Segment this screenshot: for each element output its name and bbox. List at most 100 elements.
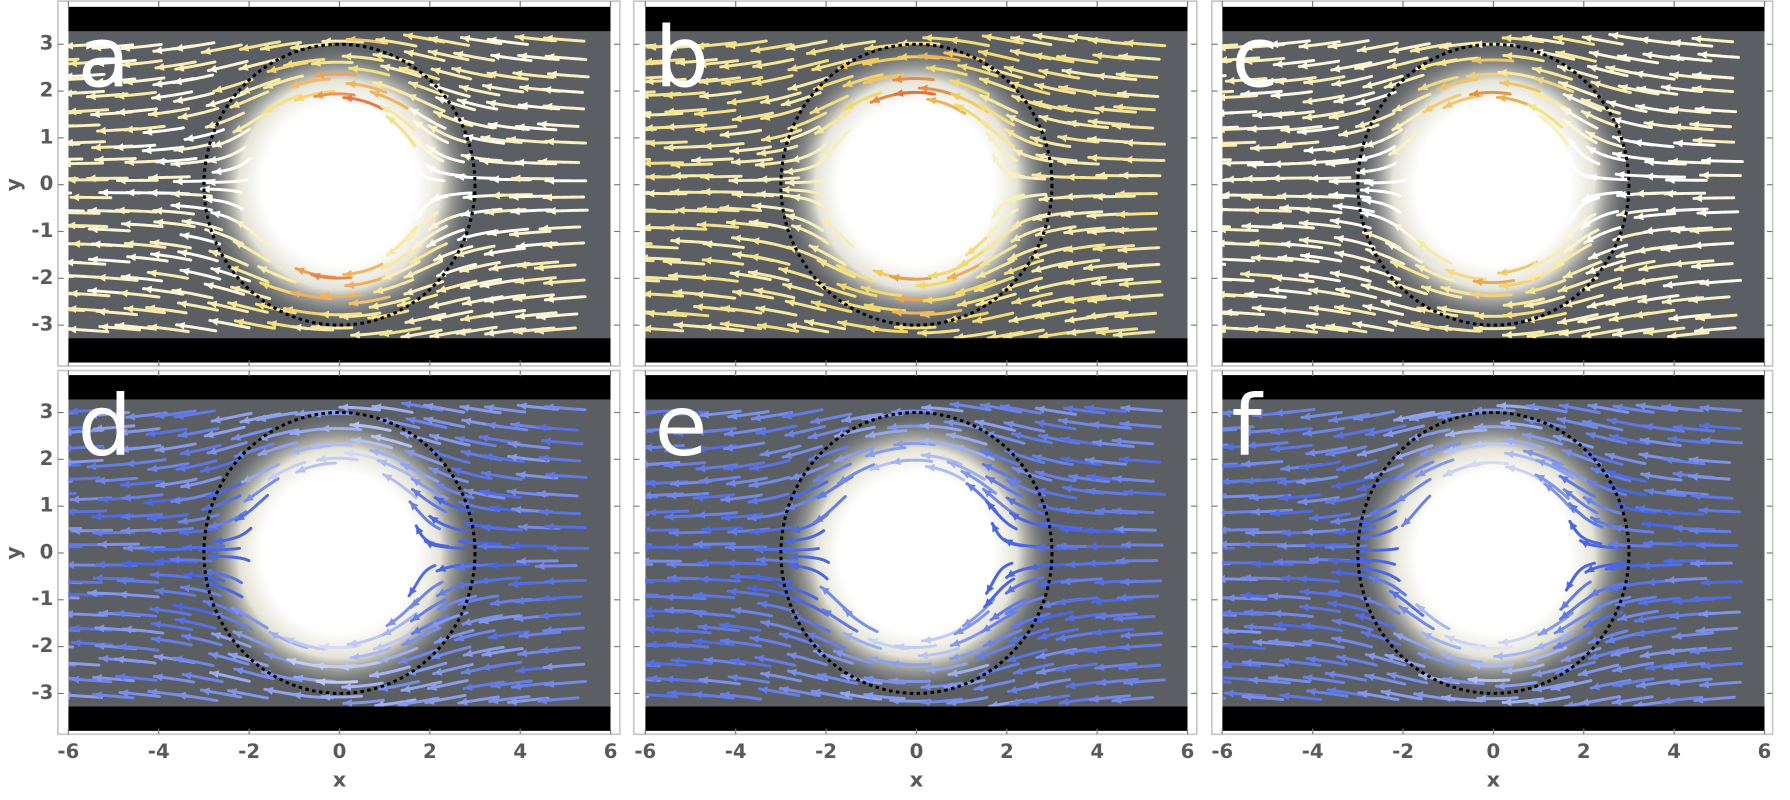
arrowhead (1298, 575, 1307, 584)
arrowhead (122, 273, 131, 282)
arrowhead (1533, 684, 1543, 693)
arrowhead (1121, 631, 1131, 640)
arrowhead (698, 623, 708, 632)
arrowhead (1269, 40, 1279, 49)
arrowhead (1030, 284, 1040, 293)
arrowhead (721, 691, 730, 700)
arrowhead (1061, 436, 1070, 444)
arrowhead (1357, 98, 1366, 106)
arrowhead (1590, 588, 1600, 596)
arrowhead (1011, 48, 1020, 57)
arrowhead (1005, 172, 1015, 180)
arrowhead (645, 625, 654, 634)
arrowhead (1585, 235, 1595, 243)
arrowhead (1692, 85, 1702, 94)
arrowhead (340, 663, 349, 672)
arrowhead (1366, 652, 1376, 661)
arrowhead (1241, 89, 1251, 98)
arrowhead (1693, 194, 1703, 203)
arrowhead (413, 159, 422, 168)
arrowhead (461, 34, 471, 43)
arrowhead (1039, 68, 1049, 77)
arrowhead (645, 443, 652, 452)
arrowhead (1247, 441, 1256, 450)
arrowhead (1222, 158, 1231, 167)
arrowhead (748, 584, 758, 593)
streamline (68, 476, 101, 481)
arrowhead (791, 193, 801, 202)
arrowhead (1501, 419, 1510, 428)
arrowhead (349, 298, 359, 307)
arrowhead (673, 288, 683, 297)
streamline (1222, 158, 1232, 162)
arrowhead (1222, 558, 1225, 567)
arrowhead (461, 314, 471, 323)
arrowhead (155, 62, 165, 71)
arrowhead (1583, 419, 1593, 428)
arrowhead (1061, 506, 1071, 515)
arrowhead (1119, 663, 1129, 672)
arrowhead (374, 642, 384, 651)
arrowhead (927, 665, 936, 674)
arrowhead (459, 538, 469, 547)
arrowhead (1701, 578, 1711, 587)
arrowhead (789, 552, 798, 561)
arrowhead (1274, 620, 1283, 629)
arrowhead (834, 650, 844, 658)
dashed-circle (779, 42, 1054, 327)
arrowhead (207, 99, 217, 108)
arrowhead (1535, 76, 1545, 85)
arrowhead (1645, 487, 1655, 496)
arrowhead (1249, 676, 1259, 685)
arrowhead (1702, 156, 1711, 165)
arrowhead (214, 536, 223, 545)
arrowhead (485, 248, 494, 257)
arrowhead (1557, 416, 1567, 425)
arrowhead (349, 64, 359, 73)
arrowhead (1339, 129, 1349, 138)
arrowhead (1471, 291, 1480, 300)
arrowhead (645, 324, 652, 333)
arrowhead (1399, 606, 1409, 615)
arrowhead (1057, 597, 1067, 606)
arrowhead (1664, 456, 1673, 465)
x-tick-label: -2 (1392, 740, 1414, 763)
arrowhead (1303, 638, 1313, 647)
arrowhead (726, 41, 736, 50)
arrowhead (479, 542, 488, 551)
arrowhead (646, 659, 655, 668)
arrowhead (749, 269, 758, 278)
arrowhead (1032, 265, 1042, 273)
arrowhead (1555, 257, 1565, 265)
arrowhead (350, 421, 360, 430)
bottom-wall (645, 706, 1188, 731)
arrowhead (96, 642, 105, 651)
arrowhead (667, 560, 676, 569)
arrowhead (68, 560, 74, 569)
arrowhead (1360, 210, 1370, 218)
arrowhead (694, 591, 703, 600)
arrowhead (543, 626, 553, 635)
arrowhead (184, 571, 193, 580)
arrowhead (1306, 541, 1315, 550)
streamline (68, 491, 77, 496)
streamline (645, 242, 653, 246)
arrowhead (1354, 413, 1364, 422)
arrowhead (1222, 574, 1225, 583)
arrowhead (1588, 480, 1598, 488)
x-tick-label: -2 (815, 740, 837, 763)
arrowhead (68, 590, 71, 599)
arrowhead (1012, 95, 1022, 103)
arrowhead (1661, 244, 1671, 253)
arrowhead (645, 606, 652, 615)
arrowhead (1119, 245, 1128, 254)
arrowhead (694, 303, 704, 312)
arrowhead (864, 691, 874, 700)
arrowhead (1689, 295, 1698, 304)
arrowhead (68, 428, 72, 437)
arrowhead (462, 449, 471, 458)
arrowhead (1560, 600, 1570, 610)
arrowhead (233, 631, 243, 639)
streamline (1222, 262, 1227, 266)
arrowhead (1274, 408, 1284, 417)
